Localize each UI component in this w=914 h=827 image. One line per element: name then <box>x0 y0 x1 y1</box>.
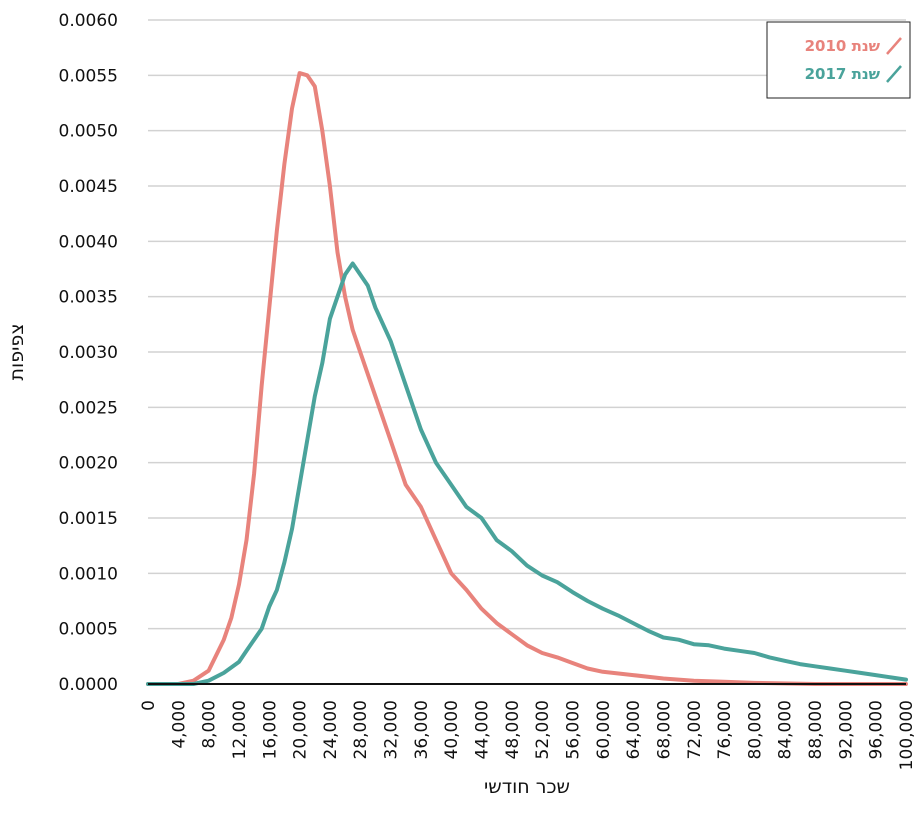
x-tick-label: 96,000 <box>867 700 887 759</box>
x-tick-label: 48,000 <box>503 700 523 759</box>
x-tick-label: 28,000 <box>351 700 371 759</box>
series-lines <box>146 71 908 686</box>
y-tick-label: 0.0040 <box>59 232 118 252</box>
x-axis-ticks: 0 4,000 8,000 12,000 16,000 20,000 24,000 28,00… <box>139 700 914 770</box>
x-tick-label: 44,000 <box>473 700 493 759</box>
legend-label-2010: שנת 2010 <box>805 37 881 55</box>
y-tick-label: 0.0055 <box>59 66 118 86</box>
y-tick-label: 0.0000 <box>59 675 118 695</box>
legend-swatch-2010 <box>886 37 902 55</box>
series-line-1 <box>146 261 908 686</box>
legend-box <box>766 21 911 99</box>
y-tick-label: 0.0020 <box>59 454 118 474</box>
x-tick-label: 76,000 <box>715 700 735 759</box>
x-tick-label: 88,000 <box>806 700 826 759</box>
x-tick-label: 84,000 <box>776 700 796 759</box>
legend-swatch-2017 <box>886 65 902 83</box>
x-axis-title: שכר חודשי <box>484 776 570 798</box>
x-tick-label: 52,000 <box>533 700 553 759</box>
y-tick-label: 0.0060 <box>59 11 118 31</box>
y-axis-title: צפיפות <box>6 324 28 381</box>
x-tick-label: 4,000 <box>169 700 189 749</box>
x-tick-label: 36,000 <box>412 700 432 759</box>
x-tick-label: 16,000 <box>260 700 280 759</box>
y-axis-ticks: 0.0000 0.0005 0.0010 0.0015 0.0020 0.0025 0.00… <box>59 11 118 695</box>
x-tick-label: 56,000 <box>563 700 583 759</box>
legend-label-2017: שנת 2017 <box>805 65 881 83</box>
y-tick-label: 0.0025 <box>59 398 118 418</box>
x-tick-label: 8,000 <box>200 700 220 749</box>
y-tick-label: 0.0015 <box>59 509 118 529</box>
legend: שנת 2010 שנת 2017 <box>766 21 911 99</box>
y-tick-label: 0.0035 <box>59 288 118 308</box>
x-tick-label: 72,000 <box>685 700 705 759</box>
series-line-0 <box>146 71 908 686</box>
gridlines <box>148 19 906 630</box>
y-tick-label: 0.0030 <box>59 343 118 363</box>
x-tick-label: 80,000 <box>745 700 765 759</box>
x-tick-label: 0 <box>139 700 159 711</box>
x-tick-label: 68,000 <box>654 700 674 759</box>
x-tick-label: 32,000 <box>382 700 402 759</box>
y-tick-label: 0.0010 <box>59 564 118 584</box>
y-tick-label: 0.0045 <box>59 177 118 197</box>
x-tick-label: 20,000 <box>291 700 311 759</box>
x-tick-label: 92,000 <box>836 700 856 759</box>
x-tick-label: 60,000 <box>594 700 614 759</box>
x-tick-label: 24,000 <box>321 700 341 759</box>
x-tick-label: 40,000 <box>442 700 462 759</box>
y-tick-label: 0.0005 <box>59 620 118 640</box>
x-tick-label: 64,000 <box>624 700 644 759</box>
x-tick-label: 100,000 <box>897 700 914 770</box>
x-tick-label: 12,000 <box>230 700 250 759</box>
y-tick-label: 0.0050 <box>59 122 118 142</box>
